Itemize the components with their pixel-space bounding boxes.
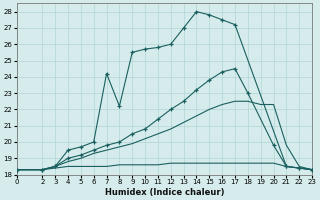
X-axis label: Humidex (Indice chaleur): Humidex (Indice chaleur) [105, 188, 224, 197]
